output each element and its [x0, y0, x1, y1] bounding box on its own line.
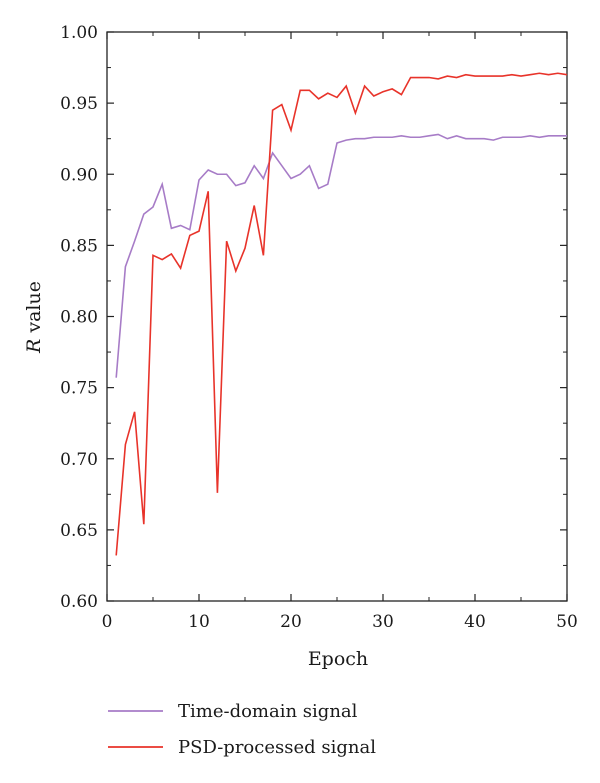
- y-tick-label: 0.95: [60, 94, 98, 114]
- legend-label: PSD-processed signal: [178, 737, 376, 758]
- legend-label: Time-domain signal: [178, 701, 358, 722]
- y-tick-label: 0.90: [60, 165, 98, 185]
- x-tick-label: 20: [280, 612, 302, 632]
- series-layer: [115, 72, 568, 556]
- y-tick-label: 0.65: [60, 521, 98, 541]
- x-tick-label: 30: [372, 612, 394, 632]
- plot-frame: [106, 31, 568, 602]
- x-tick-label: 40: [464, 612, 486, 632]
- y-axis-label-italic: R: [23, 339, 45, 354]
- x-tick-label: 0: [102, 612, 113, 632]
- y-axis-label-rest: value: [23, 281, 45, 339]
- y-axis-label: R value: [23, 281, 45, 354]
- series-line-psd-processed: [115, 72, 568, 556]
- legend: Time-domain signal PSD-processed signal: [108, 701, 376, 758]
- x-tick-label: 50: [556, 612, 578, 632]
- y-tick-label: 0.80: [60, 308, 98, 328]
- x-tick-label: 10: [188, 612, 210, 632]
- axes: [106, 31, 568, 602]
- y-tick-label: 0.60: [60, 592, 98, 612]
- x-axis-label: Epoch: [308, 648, 368, 670]
- y-tick-label: 0.85: [60, 236, 98, 256]
- y-tick-label: 0.75: [60, 379, 98, 399]
- series-line-time-domain: [115, 133, 567, 378]
- y-tick-label: 1.00: [60, 23, 98, 43]
- y-tick-label: 0.70: [60, 450, 98, 470]
- ticks: 0 10 20 30 40 50 0.60 0.65 0.70 0.75 0.80 0.85 0.90 0…: [60, 23, 578, 632]
